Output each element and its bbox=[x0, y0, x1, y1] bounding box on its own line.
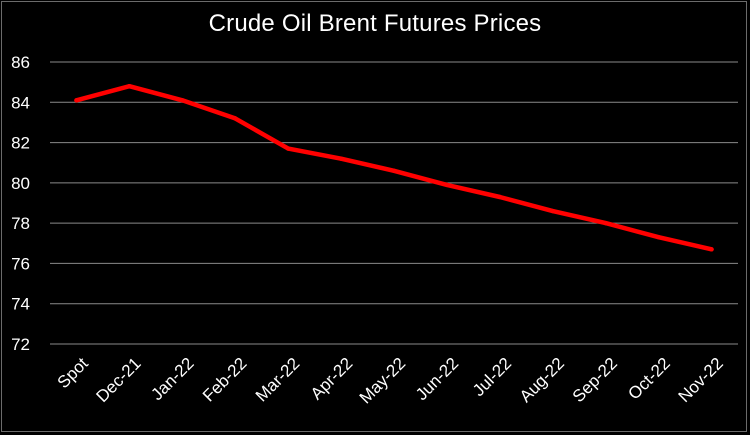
x-tick-label: Sep-22 bbox=[569, 354, 621, 406]
y-axis-tick-labels: 72 74 76 78 80 82 84 86 bbox=[11, 53, 30, 354]
y-tick-label: 80 bbox=[11, 174, 30, 193]
y-tick-label: 72 bbox=[11, 335, 30, 354]
y-tick-label: 74 bbox=[11, 295, 30, 314]
x-tick-label: Feb-22 bbox=[199, 354, 251, 406]
data-point bbox=[285, 146, 291, 151]
x-tick-label: Jun-22 bbox=[412, 354, 462, 404]
y-tick-label: 86 bbox=[11, 53, 30, 72]
series-line bbox=[74, 83, 714, 252]
x-tick-label: Mar-22 bbox=[252, 354, 304, 406]
data-point bbox=[233, 116, 238, 121]
data-point bbox=[497, 194, 503, 200]
x-tick-label: Spot bbox=[54, 354, 92, 392]
data-point bbox=[603, 220, 608, 226]
chart-title: Crude Oil Brent Futures Prices bbox=[208, 10, 542, 37]
data-point bbox=[709, 247, 714, 252]
data-point bbox=[180, 98, 185, 103]
x-tick-label: Oct-22 bbox=[624, 354, 674, 404]
x-tick-label: Dec-21 bbox=[93, 354, 145, 406]
data-point bbox=[656, 235, 661, 240]
data-point bbox=[550, 208, 555, 214]
gridlines bbox=[50, 61, 738, 345]
y-tick-label: 84 bbox=[11, 93, 30, 112]
y-tick-label: 82 bbox=[11, 134, 30, 153]
y-tick-label: 76 bbox=[11, 254, 30, 273]
data-point bbox=[127, 83, 132, 89]
x-tick-label: May-22 bbox=[356, 354, 410, 408]
data-point bbox=[444, 182, 450, 188]
x-tick-label: Nov-22 bbox=[675, 354, 727, 406]
series-layer bbox=[74, 83, 714, 252]
x-tick-label: Jul-22 bbox=[469, 354, 515, 400]
x-tick-label: Jan-22 bbox=[147, 354, 197, 404]
y-tick-label: 78 bbox=[11, 214, 30, 233]
x-tick-label: Aug-22 bbox=[516, 354, 568, 406]
data-point bbox=[391, 168, 397, 173]
data-point bbox=[338, 156, 344, 161]
x-axis-tick-labels: Spot Dec-21 Jan-22 Feb-22 Mar-22 Apr-22 May-22… bbox=[54, 354, 727, 408]
data-point bbox=[74, 98, 79, 103]
x-tick-label: Apr-22 bbox=[307, 354, 357, 404]
